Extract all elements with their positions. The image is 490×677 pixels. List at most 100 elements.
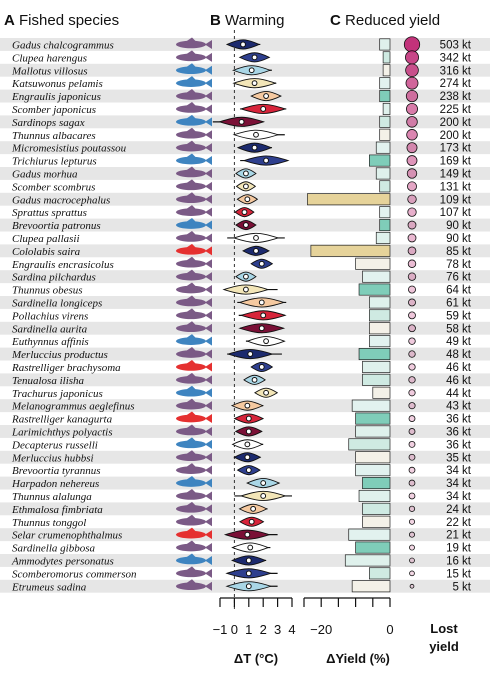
fish-icon [176, 372, 212, 385]
species-name: Larimichthys polyactis [11, 426, 113, 438]
lost-yield-value: 85 kt [446, 246, 472, 258]
lost-yield-bubble [408, 311, 416, 320]
fish-icon [176, 385, 212, 398]
fish-icon [176, 553, 212, 565]
species-name: Scomberomorus commerson [12, 568, 137, 580]
lost-yield-bubble [405, 76, 419, 90]
species-name: Thunnus albacares [12, 130, 96, 142]
violin-median [243, 286, 249, 293]
violin-mark [243, 374, 266, 385]
lost-yield-bubble [408, 298, 416, 307]
warming-tick-label: −1 [213, 622, 228, 637]
violin-mark [233, 413, 265, 424]
violin-mark [254, 387, 279, 398]
fish-icon [176, 63, 212, 75]
species-name: Clupea harengus [12, 52, 87, 64]
violin-median [238, 118, 245, 125]
lost-yield-value: 107 kt [440, 207, 472, 219]
lost-yield-value: 131 kt [440, 181, 472, 193]
violin-median [243, 183, 249, 190]
yield-bar [379, 77, 391, 90]
species-name: Euthynnus affinis [11, 336, 89, 348]
violin-mark [246, 477, 281, 489]
violin-median [247, 351, 254, 357]
lost-yield-bubble [409, 570, 415, 577]
lost-yield-bubble [406, 155, 418, 166]
yield-bar [351, 399, 391, 412]
lost-yield-value: 200 kt [440, 130, 472, 142]
lost-yield-bubble [407, 246, 417, 256]
fish-icon [176, 243, 212, 256]
lost-yield-bubble [408, 518, 416, 525]
lost-yield-bubble [409, 583, 415, 589]
lost-yield-value: 44 kt [446, 388, 472, 400]
violin-mark [238, 323, 286, 334]
lost-yield-bubble [408, 453, 416, 461]
lost-yield-bubble [403, 36, 421, 53]
violin-mark [225, 39, 261, 50]
fish-icon [176, 540, 212, 553]
fish-icon [176, 566, 212, 578]
violin-mark [250, 258, 274, 269]
violin-median [263, 93, 269, 99]
yield-bar [348, 528, 391, 541]
species-name: Harpadon nehereus [11, 478, 99, 490]
yield-bar [344, 554, 391, 567]
lost-yield-bubble [405, 50, 419, 65]
violin-mark [212, 116, 266, 127]
violin-median [240, 41, 246, 48]
violin-median [253, 247, 259, 254]
panel-b-letter: B [210, 12, 221, 29]
lost-yield-value: 61 kt [446, 297, 472, 309]
lost-yield-value: 16 kt [446, 555, 472, 567]
species-name: Sardinella aurita [12, 323, 88, 335]
yield-bar [369, 322, 391, 335]
lost-yield-bubbles [403, 36, 421, 589]
fish-icon [176, 205, 212, 217]
violin-median [258, 325, 265, 332]
lost-yield-value: 200 kt [440, 117, 472, 129]
lost-yield-bubble [407, 272, 417, 281]
species-name: Merluccius hubbsi [11, 452, 94, 464]
violin-mark [225, 581, 278, 592]
yield-bar [362, 373, 391, 386]
lost-yield-bubble [409, 557, 415, 564]
lost-yield-bubble [408, 492, 416, 500]
violin-mark [231, 555, 267, 566]
yield-bar [355, 464, 391, 477]
lost-yield-bubble [406, 116, 418, 128]
warming-tick-label: 0 [231, 622, 238, 637]
yield-tick-label: −20 [310, 622, 332, 637]
fish-icon [176, 89, 212, 101]
warming-tick-label: 1 [245, 622, 252, 637]
species-name: Decapterus russelli [11, 439, 98, 451]
violin-median [243, 273, 249, 280]
yield-bar [379, 128, 391, 141]
lost-yield-value: 19 kt [446, 543, 472, 555]
lost-yield-value: 15 kt [446, 568, 472, 580]
lost-yield-bubble [407, 194, 417, 204]
lost-yield-value: 36 kt [446, 426, 472, 438]
violin-mark [239, 516, 265, 527]
warming-tick-label: 3 [274, 622, 281, 637]
violin-median [251, 376, 258, 383]
lost-yield-bubble [408, 505, 416, 512]
lost-yield-bubble [408, 350, 416, 358]
lost-yield-bubble [408, 363, 416, 371]
lost-yield-value: 238 kt [440, 91, 472, 103]
violin-mark [222, 284, 278, 295]
violin-mark [231, 439, 264, 450]
violin-mark [235, 181, 257, 192]
species-name: Sardinops sagax [12, 117, 85, 129]
violin-mark [236, 194, 259, 205]
fish-icon [176, 359, 212, 372]
fish-icon [176, 192, 212, 204]
violin-mark [235, 271, 257, 282]
violin-mark [238, 503, 268, 514]
lost-yield-value: 225 kt [440, 104, 472, 116]
yield-bar [358, 283, 391, 296]
lost-yield-bubble [406, 129, 418, 141]
lost-yield-bubble [408, 337, 416, 345]
yield-bar [355, 425, 391, 438]
